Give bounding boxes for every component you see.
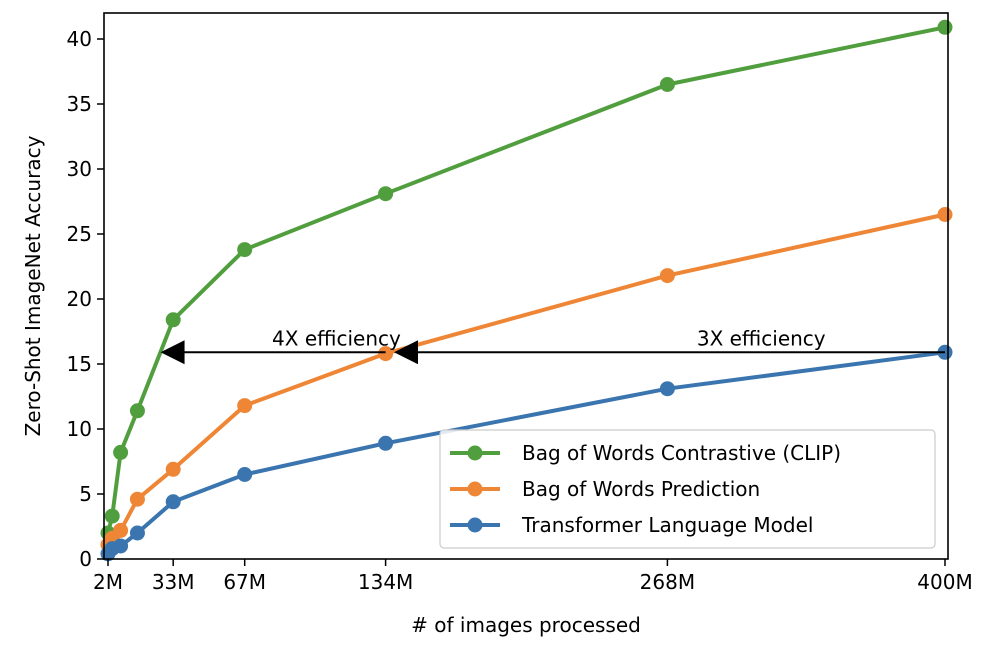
x-axis-label: # of images processed (411, 613, 641, 637)
y-axis-label: Zero-Shot ImageNet Accuracy (21, 135, 45, 436)
annotation-text: 4X efficiency (272, 326, 401, 350)
series-0 (100, 19, 953, 541)
data-point (378, 186, 394, 202)
y-tick-label: 0 (79, 547, 92, 571)
plot-frame (103, 12, 949, 560)
x-axis-ticks: 2M 33M 67M 134M 268M 400M (93, 559, 973, 594)
data-point (113, 444, 129, 460)
data-point (237, 467, 253, 482)
data-point (113, 522, 129, 538)
plot-lines (100, 19, 953, 562)
arrow-head-icon (160, 340, 185, 365)
data-point (165, 461, 181, 477)
y-tick-label: 15 (67, 352, 92, 376)
y-tick-label: 25 (67, 222, 92, 246)
data-point (165, 312, 181, 328)
y-tick-label: 30 (67, 157, 92, 181)
data-point (165, 494, 181, 510)
legend-item-1: Bag of Words Prediction (450, 477, 760, 501)
annotation-text: 3X efficiency (697, 326, 826, 350)
x-tick-label: 67M (223, 570, 266, 594)
data-point (937, 207, 953, 222)
legend-box (439, 429, 936, 549)
annotations: 4X efficiency 3X efficiency (160, 326, 945, 365)
legend-item-0: Bag of Words Contrastive (CLIP) (450, 441, 841, 465)
y-tick-label: 35 (67, 92, 92, 116)
data-point (104, 508, 120, 524)
x-tick-label: 400M (917, 570, 972, 594)
annotation-1: 3X efficiency (394, 326, 945, 365)
x-tick-label: 268M (640, 570, 695, 594)
legend-marker-icon (467, 517, 483, 533)
data-point (659, 268, 675, 284)
legend-marker-icon (467, 481, 483, 497)
x-tick-label: 33M (152, 570, 195, 594)
legend-label: Bag of Words Prediction (522, 477, 760, 501)
arrow-head-icon (394, 340, 419, 365)
legend-item-2: Transformer Language Model (450, 513, 813, 537)
x-tick-label: 2M (93, 570, 123, 594)
legend-label: Bag of Words Contrastive (CLIP) (522, 441, 841, 465)
y-tick-label: 5 (79, 482, 92, 506)
data-point (378, 435, 394, 451)
legend-marker-icon (467, 445, 483, 461)
data-point (129, 491, 145, 507)
data-point (237, 242, 253, 258)
data-point (129, 525, 145, 541)
y-tick-label: 40 (67, 27, 92, 51)
data-point (113, 538, 129, 554)
data-point (237, 398, 253, 414)
annotation-0: 4X efficiency (160, 326, 401, 365)
y-tick-label: 20 (67, 287, 92, 311)
data-point (659, 381, 675, 397)
data-point (129, 403, 145, 419)
legend: Bag of Words Contrastive (CLIP) Bag of Wo… (439, 429, 936, 549)
x-tick-label: 134M (358, 570, 413, 594)
legend-label: Transformer Language Model (521, 513, 813, 537)
data-point (659, 77, 675, 92)
data-point (937, 19, 953, 35)
y-axis-ticks: 0 5 10 15 20 25 30 35 40 (67, 27, 104, 571)
data-point (378, 346, 394, 362)
y-tick-label: 10 (67, 417, 92, 441)
